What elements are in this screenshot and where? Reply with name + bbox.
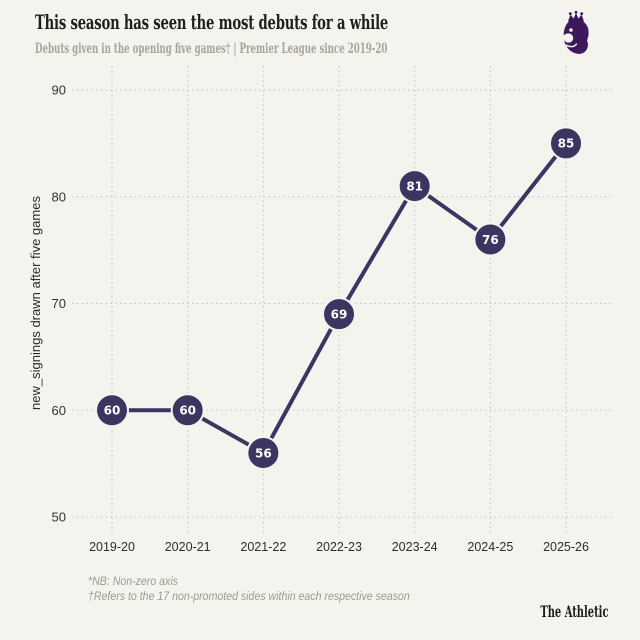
the-athletic-wordmark: The Athletic (539, 602, 608, 621)
data-point (549, 126, 584, 161)
y-axis-tick-label: 50 (52, 510, 66, 525)
chart-header: This season has seen the most debuts for… (35, 10, 586, 57)
footnote-non-zero-axis: *NB: Non-zero axis (88, 576, 178, 588)
y-axis-tick-label: 90 (52, 83, 66, 98)
data-point-value-label: 60 (104, 404, 121, 418)
x-axis-tick-label: 2025-26 (543, 540, 589, 554)
data-point-value-label: 76 (482, 233, 499, 247)
chart-subtitle: Debuts given in the opening five games† … (35, 41, 388, 57)
data-point (95, 393, 129, 428)
y-axis-tick-label: 80 (52, 189, 66, 204)
data-point-value-label: 69 (331, 307, 348, 321)
x-axis-tick-label: 2021-22 (240, 540, 286, 554)
axis-layer: 50 60 70 80 90 2019-20 2020-21 2021-22 2022-23 20… (28, 83, 589, 555)
x-axis-tick-label: 2023-24 (392, 540, 438, 554)
x-axis-tick-label: 2022-23 (316, 540, 362, 554)
x-axis-tick-label: 2020-21 (165, 540, 211, 554)
y-axis-tick-label: 70 (52, 296, 66, 311)
data-point-value-label: 60 (179, 404, 196, 418)
x-axis-tick-label: 2019-20 (89, 540, 135, 554)
data-point-value-label: 56 (255, 446, 272, 460)
data-point (246, 435, 281, 470)
data-layer: 60 60 56 69 81 76 85 (95, 126, 584, 470)
data-point (397, 169, 432, 204)
chart-title: This season has seen the most debuts for… (35, 10, 389, 34)
footnotes: *NB: Non-zero axis †Refers to the 17 non… (88, 575, 410, 604)
data-point-value-label: 85 (558, 137, 575, 151)
y-axis-title: new_signings drawn after five games (28, 196, 43, 410)
footnote-non-promoted-sides: †Refers to the 17 non-promoted sides wit… (88, 590, 410, 603)
x-axis-tick-label: 2024-25 (467, 540, 513, 554)
data-point (170, 393, 205, 428)
data-point (322, 297, 357, 332)
y-axis-tick-label: 60 (52, 403, 66, 418)
data-point (473, 222, 508, 257)
premier-league-lion-logo (563, 11, 589, 54)
lion-crest-icon (563, 11, 589, 54)
data-point-value-label: 81 (406, 179, 423, 193)
